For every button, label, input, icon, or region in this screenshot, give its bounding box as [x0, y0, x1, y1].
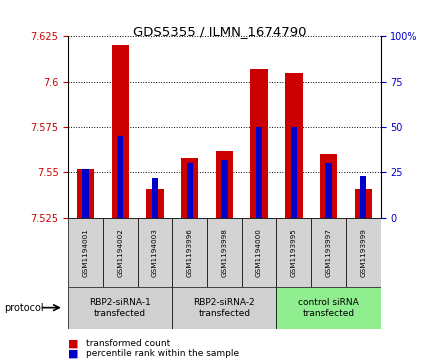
Bar: [360, 176, 367, 218]
Bar: [68, 287, 172, 329]
Text: GSM1193998: GSM1193998: [221, 228, 227, 277]
Bar: [291, 127, 297, 218]
Text: GSM1194001: GSM1194001: [83, 228, 88, 277]
Bar: [250, 69, 268, 218]
Bar: [285, 73, 303, 218]
Bar: [172, 287, 276, 329]
Bar: [68, 218, 103, 287]
Text: ■: ■: [68, 339, 79, 349]
Text: GDS5355 / ILMN_1674790: GDS5355 / ILMN_1674790: [133, 25, 307, 38]
Bar: [152, 178, 158, 218]
Text: RBP2-siRNA-1
transfected: RBP2-siRNA-1 transfected: [89, 298, 151, 318]
Text: control siRNA
transfected: control siRNA transfected: [298, 298, 359, 318]
Text: transformed count: transformed count: [86, 339, 170, 348]
Bar: [346, 218, 381, 287]
Bar: [311, 218, 346, 287]
Bar: [77, 169, 94, 218]
Bar: [82, 169, 89, 218]
Text: GSM1193995: GSM1193995: [291, 228, 297, 277]
Bar: [172, 218, 207, 287]
Bar: [326, 163, 332, 218]
Text: GSM1193999: GSM1193999: [360, 228, 366, 277]
Text: GSM1193997: GSM1193997: [326, 228, 331, 277]
Text: protocol: protocol: [4, 303, 44, 313]
Bar: [187, 163, 193, 218]
Bar: [112, 45, 129, 218]
Text: RBP2-siRNA-2
transfected: RBP2-siRNA-2 transfected: [194, 298, 255, 318]
Text: GSM1194002: GSM1194002: [117, 228, 123, 277]
Bar: [207, 218, 242, 287]
Bar: [276, 218, 311, 287]
Text: GSM1194000: GSM1194000: [256, 228, 262, 277]
Bar: [355, 189, 372, 218]
Bar: [103, 218, 138, 287]
Bar: [256, 127, 262, 218]
Bar: [242, 218, 276, 287]
Bar: [216, 151, 233, 218]
Bar: [320, 154, 337, 218]
Bar: [147, 189, 164, 218]
Bar: [181, 158, 198, 218]
Text: ■: ■: [68, 349, 79, 359]
Bar: [138, 218, 172, 287]
Text: GSM1193996: GSM1193996: [187, 228, 193, 277]
Text: GSM1194003: GSM1194003: [152, 228, 158, 277]
Bar: [276, 287, 381, 329]
Bar: [221, 160, 227, 218]
Text: percentile rank within the sample: percentile rank within the sample: [86, 350, 239, 358]
Bar: [117, 136, 123, 218]
